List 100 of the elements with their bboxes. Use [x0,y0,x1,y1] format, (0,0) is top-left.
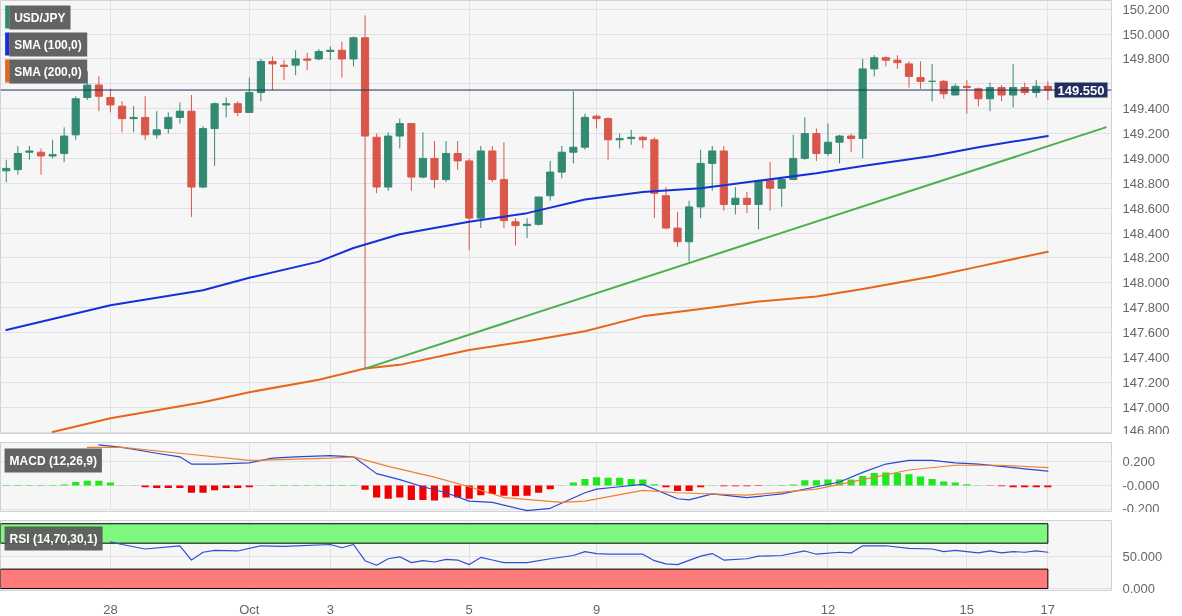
candlestick [36,147,46,176]
bar [812,480,820,486]
y-tick-label: 148.600 [1122,200,1170,216]
candlestick [522,217,532,239]
y-tick-label: 0.000 [1122,581,1156,597]
bar [430,485,439,501]
bar [916,476,925,486]
candlestick [557,145,566,179]
candlestick [546,160,555,202]
candlestick [279,59,289,81]
bar [893,473,901,486]
x-tick-label: 9 [592,601,601,616]
bar [951,482,959,486]
candlestick [48,139,57,159]
candlestick [164,111,173,135]
y-tick-label: -0.200 [1122,500,1160,516]
y-tick-label: 149.400 [1122,101,1170,117]
candlestick [777,179,786,208]
candlestick [268,55,277,91]
y-tick-label: 148.400 [1122,225,1170,241]
bar [928,479,936,486]
x-tick-label: 3 [326,601,334,616]
legend-label: USD/JPY [14,10,66,25]
candlestick [13,145,22,176]
candlestick [395,118,404,149]
candlestick [766,161,775,212]
bar [396,485,404,498]
ref-line-label: 149.550 [1057,82,1105,98]
legend-label: SMA (200,0) [14,64,82,79]
x-tick-label: 5 [465,601,473,616]
bar [569,482,577,486]
x-tick-label: 15 [959,601,975,616]
legend-label: SMA (100,0) [14,37,82,52]
candlestick [511,217,520,246]
bar [616,477,624,486]
line-series [98,444,1049,512]
candlestick [603,116,613,161]
bar [940,481,948,486]
y-tick-label: 0.200 [1122,454,1156,470]
candlestick [812,128,821,162]
bar [535,485,543,493]
candlestick [835,134,844,164]
bar [407,485,415,500]
y-tick-label: 150.000 [1122,26,1170,42]
line-series [5,135,1049,332]
bar [581,479,589,486]
y-tick-label: 147.600 [1122,325,1170,341]
candlestick [754,179,763,230]
candlestick [430,140,439,189]
y-tick-label: 150.200 [1122,1,1170,17]
bar [72,481,80,486]
candlestick [129,105,138,133]
bar [511,485,520,497]
candlestick [117,100,127,133]
bar [373,485,381,498]
bar [384,485,392,499]
candlestick [673,211,682,248]
candlestick [245,77,254,113]
y-tick-label: 149.200 [1122,126,1170,142]
bar [905,474,913,486]
candlestick [349,36,358,67]
bar [95,480,103,486]
candlestick [152,110,161,140]
y-tick-label: 147.800 [1122,300,1170,316]
candlestick [337,41,346,79]
candlestick [847,133,856,153]
text: MACD (12,26,9) [9,453,97,468]
candlestick [569,90,578,164]
y-tick-label: 147.200 [1122,374,1170,390]
candlestick [453,140,462,171]
y-tick-label: 147.000 [1122,399,1170,415]
bar [870,473,878,486]
y-tick-label: 148.000 [1122,275,1170,291]
y-tick-label: 148.200 [1122,250,1170,266]
candlestick [175,101,184,125]
bar [882,472,890,486]
x-tick-label: 28 [103,601,118,616]
candlestick [823,123,833,157]
candlestick [2,159,11,183]
x-tick-label: 17 [1040,601,1056,616]
candlestick [916,60,925,90]
bar [673,485,682,491]
bar [199,485,207,493]
bar [361,485,369,490]
y-tick-label: 146.800 [1122,422,1170,438]
candlestick [904,60,914,89]
candlestick [418,131,427,179]
line-series [51,250,1049,434]
bar [592,477,601,486]
bar [523,485,531,496]
candlestick [962,79,971,115]
candlestick [742,191,752,214]
candlestick [291,49,300,76]
y-tick-label: 149.800 [1122,51,1170,67]
x-tick-label: Oct [239,601,260,616]
candlestick [222,97,231,118]
bar [83,480,91,486]
bar [801,480,809,486]
y-tick-label: 148.800 [1122,175,1170,191]
bar [106,482,115,486]
